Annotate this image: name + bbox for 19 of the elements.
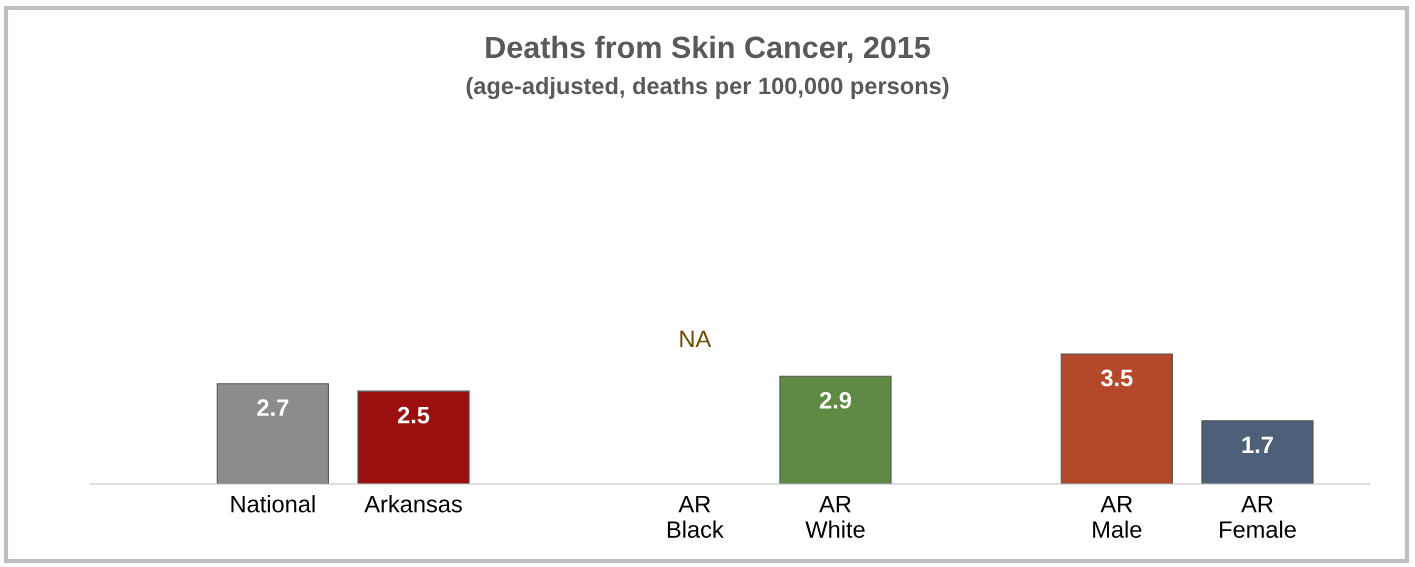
bar <box>357 390 470 484</box>
bar <box>779 375 892 484</box>
chart-title: Deaths from Skin Cancer, 2015 <box>486 35 930 63</box>
x-tick-label: AR White <box>805 495 865 538</box>
data-label: 2.7 <box>257 399 289 416</box>
data-label: 3.5 <box>1100 369 1133 387</box>
bar <box>216 383 329 484</box>
bar <box>1201 420 1314 484</box>
data-label: 2.9 <box>819 391 852 409</box>
x-tick-label: AR Black <box>667 495 724 538</box>
chart-subtitle: (age-adjusted, deaths per 100,000 persons) <box>466 76 949 100</box>
data-label: 2.5 <box>397 406 430 424</box>
x-tick-label: Arkansas <box>364 495 462 513</box>
x-tick-label: AR Male <box>1093 495 1142 538</box>
data-label: 1.7 <box>1242 436 1273 453</box>
text: NA <box>680 330 712 348</box>
bar <box>1060 353 1173 484</box>
x-tick-label: AR Female <box>1220 495 1296 538</box>
x-tick-label: National <box>231 495 315 513</box>
